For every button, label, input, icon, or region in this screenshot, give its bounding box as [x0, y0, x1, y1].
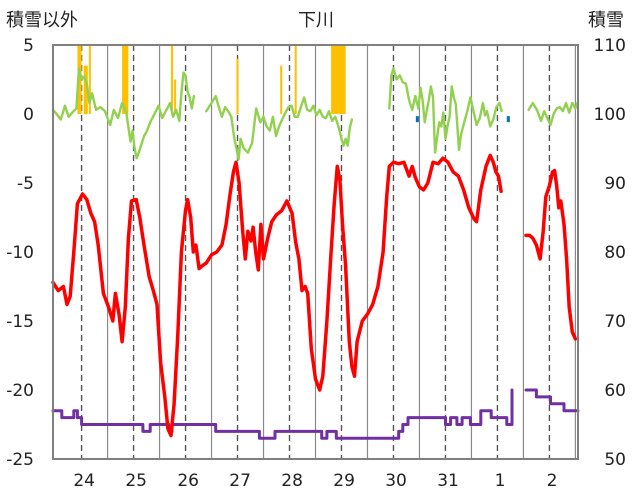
precipitation-bar [88, 45, 91, 114]
series-lines [51, 67, 580, 440]
right-tick-label: 100 [594, 105, 626, 125]
precipitation-bars [77, 45, 346, 114]
right-tick-label: 90 [604, 174, 626, 194]
precipitation-bar [122, 45, 129, 114]
precipitation-bar [77, 45, 82, 114]
precipitation-bar [174, 79, 177, 114]
x-tick-labels: 24 25 26 27 28 29 30 31 1 2 [73, 471, 557, 491]
x-tick-label: 29 [333, 471, 355, 491]
precipitation-bar [236, 58, 239, 114]
x-tick-label: 1 [495, 471, 506, 491]
left-tick-label: -20 [6, 381, 34, 401]
x-tick-label: 28 [281, 471, 303, 491]
sunshine-mark [415, 116, 419, 123]
left-axis-title: 積雪以外 [6, 10, 78, 31]
wind-line [205, 94, 354, 161]
wind-line [51, 67, 196, 160]
temperature-line [524, 168, 578, 341]
left-tick-label: 5 [23, 36, 34, 56]
left-tick-label: -15 [6, 312, 34, 332]
x-tick-label: 31 [437, 471, 459, 491]
x-tick-label: 26 [177, 471, 199, 491]
left-tick-label: -25 [6, 450, 34, 470]
temperature-line [51, 153, 503, 438]
left-tick-label: 0 [23, 105, 34, 125]
x-tick-label: 25 [125, 471, 147, 491]
x-tick-label: 24 [73, 471, 95, 491]
precipitation-bar [83, 65, 88, 114]
x-tick-label: 30 [385, 471, 407, 491]
right-tick-label: 50 [604, 450, 626, 470]
x-tick-label: 27 [229, 471, 251, 491]
right-tick-label: 80 [604, 243, 626, 263]
right-axis-title: 積雪 [588, 10, 624, 31]
grid [80, 45, 577, 459]
chart-title: 下川 [298, 10, 334, 31]
wind-line [527, 100, 580, 127]
sunshine-mark [506, 116, 510, 123]
left-tick-labels: 5 0 -5 -10 -15 -20 -25 [6, 36, 34, 470]
precipitation-bar [294, 45, 297, 114]
right-tick-label: 110 [594, 36, 626, 56]
x-tick-label: 2 [547, 471, 558, 491]
plot-frame [52, 44, 579, 460]
snow_depth-line [51, 388, 514, 440]
wind-line [388, 67, 503, 154]
precipitation-bar [280, 65, 283, 114]
snow_depth-line [524, 388, 580, 413]
left-tick-label: -10 [6, 243, 34, 263]
precipitation-bar [170, 45, 174, 114]
left-tick-label: -5 [17, 174, 34, 194]
precipitation-bar [331, 45, 346, 114]
right-tick-label: 70 [604, 312, 626, 332]
right-tick-labels: 110 100 90 80 70 60 50 [594, 36, 626, 470]
right-tick-label: 60 [604, 381, 626, 401]
